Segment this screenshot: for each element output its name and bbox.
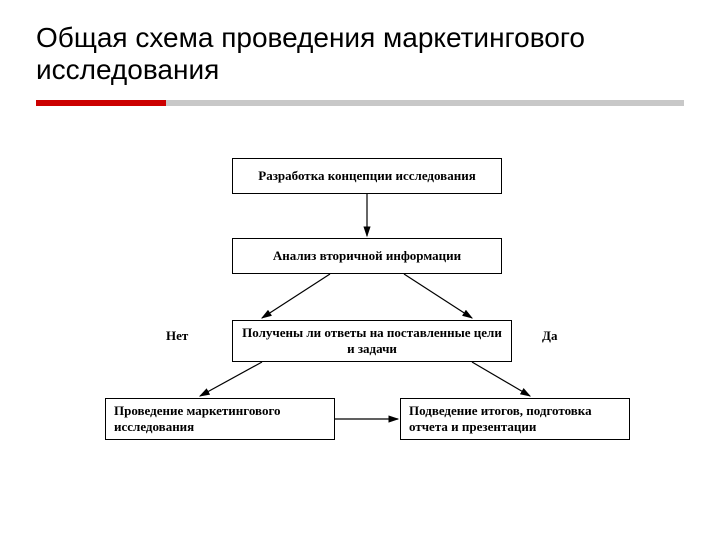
- flowchart-node-n4: Проведение маркетингового исследования: [105, 398, 335, 440]
- flowchart-edge-4: [472, 362, 530, 396]
- flowchart-label-no: Нет: [162, 328, 192, 344]
- flowchart-node-n3: Получены ли ответы на поставленные цели …: [232, 320, 512, 362]
- flowchart-node-n1: Разработка концепции исследования: [232, 158, 502, 194]
- flowchart-node-n5: Подведение итогов, подготовка отчета и п…: [400, 398, 630, 440]
- flowchart-edge-2: [404, 274, 472, 318]
- flowchart-node-n2: Анализ вторичной информации: [232, 238, 502, 274]
- flowchart: Разработка концепции исследования Анализ …: [0, 0, 720, 540]
- flowchart-edge-3: [200, 362, 262, 396]
- flowchart-edge-1: [262, 274, 330, 318]
- flowchart-label-yes: Да: [538, 328, 561, 344]
